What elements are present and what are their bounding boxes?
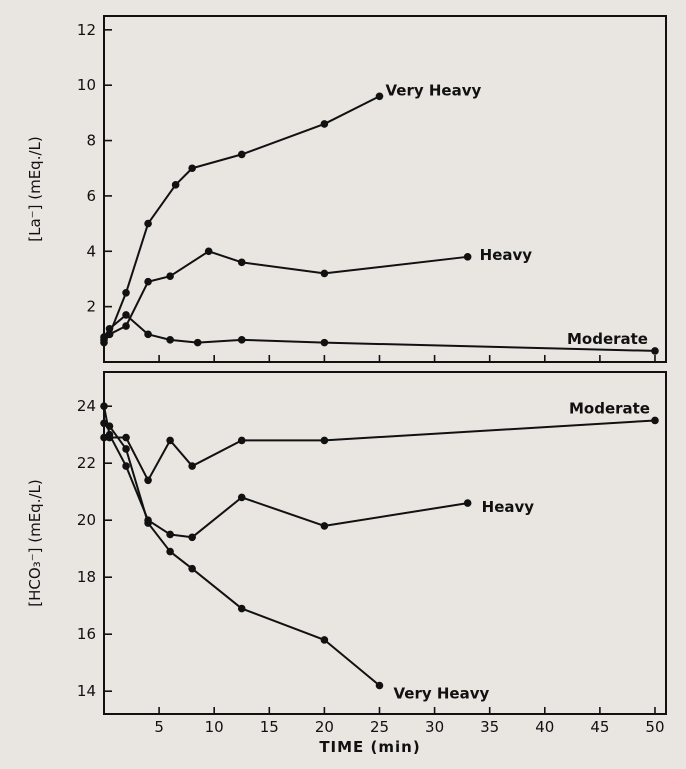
data-point — [651, 416, 659, 425]
plot-frame — [103, 371, 667, 715]
y-axis-label: [La⁻] (mEq./L) — [26, 136, 44, 241]
series-line — [103, 250, 468, 344]
data-point — [144, 219, 152, 228]
data-point — [320, 269, 329, 278]
x-axis-title-group: TIME (min) — [319, 738, 420, 756]
data-point — [237, 493, 246, 502]
x-tick-label: 50 — [645, 718, 664, 736]
data-point — [375, 681, 384, 690]
y-tick-label: 8 — [86, 132, 96, 150]
series-very-heavy: Very Heavy — [100, 419, 489, 703]
x-tick-label: 30 — [425, 718, 444, 736]
series-very-heavy: Very Heavy — [100, 81, 481, 344]
series-moderate: Moderate — [100, 311, 659, 355]
data-point — [166, 530, 174, 539]
series-heavy: Heavy — [100, 246, 532, 347]
data-point — [320, 522, 329, 530]
data-point — [171, 181, 180, 189]
data-point — [122, 445, 130, 453]
y-tick-label: 20 — [77, 511, 96, 529]
data-point — [204, 247, 213, 256]
data-point — [105, 324, 114, 333]
series-label: Moderate — [567, 330, 648, 348]
data-point — [166, 547, 174, 556]
data-point — [105, 422, 114, 430]
data-point — [166, 336, 174, 344]
y-axis-label-units: (mEq./L) — [26, 136, 44, 200]
series-line — [104, 419, 656, 482]
y-axis-label: [HCO₃⁻] (mEq./L) — [26, 479, 44, 606]
y-tick-label: 6 — [86, 187, 96, 205]
series-line — [103, 406, 468, 539]
data-point — [375, 92, 384, 101]
data-point — [122, 289, 130, 297]
data-point — [320, 636, 329, 644]
y-tick-label: 14 — [77, 682, 96, 700]
series-line — [103, 95, 380, 341]
y-tick-label: 10 — [77, 76, 96, 94]
y-axis-label-quantity: [La⁻] — [26, 200, 44, 242]
data-point — [100, 333, 108, 341]
y-axis-label-quantity: [HCO₃⁻] — [26, 543, 44, 607]
data-point — [166, 436, 174, 445]
x-tick-label: 20 — [315, 718, 334, 736]
data-point — [237, 604, 246, 613]
data-point — [237, 336, 246, 344]
series-label: Very Heavy — [393, 685, 489, 703]
data-point — [320, 338, 329, 347]
data-point — [463, 499, 472, 507]
data-point — [188, 533, 196, 542]
series-label: Heavy — [480, 246, 533, 264]
x-tick-label: 40 — [535, 718, 554, 736]
data-point — [237, 150, 246, 159]
data-point — [144, 519, 152, 527]
x-tick-label: 10 — [205, 718, 224, 736]
data-point — [193, 338, 202, 347]
data-point — [188, 564, 196, 573]
data-point — [122, 311, 130, 319]
data-point — [320, 120, 329, 128]
bicarbonate-panel: 14 16 18 20 22 24 5 10 15 20 25 30 35 40 45 50 [HCO₃⁻] (… — [26, 371, 667, 736]
lactate-panel: 2 4 6 8 10 12 [La⁻] (mEq./L) Very Heavy Heavy Mod… — [26, 15, 667, 363]
x-tick-label: 5 — [154, 718, 164, 736]
y-tick-label: 12 — [77, 21, 96, 39]
series-label: Very Heavy — [385, 81, 481, 99]
data-point — [320, 436, 329, 445]
data-point — [144, 330, 152, 339]
series-heavy: Heavy — [100, 402, 535, 542]
data-point — [651, 347, 659, 355]
data-point — [188, 164, 196, 173]
data-point — [166, 272, 174, 280]
y-tick-label: 24 — [77, 397, 96, 415]
x-tick-label: 45 — [590, 718, 609, 736]
series-label: Heavy — [482, 498, 535, 516]
data-point — [122, 322, 130, 330]
x-axis-title: TIME (min) — [319, 738, 420, 756]
data-point — [463, 253, 472, 261]
series-line — [103, 422, 381, 687]
series-moderate: Moderate — [100, 399, 659, 485]
plot-frame — [103, 15, 667, 363]
y-axis-label-units: (mEq./L) — [26, 479, 44, 543]
data-point — [122, 433, 130, 442]
y-tick-label: 16 — [77, 625, 96, 643]
data-point — [237, 436, 246, 445]
y-tick-label: 18 — [77, 568, 96, 586]
data-point — [105, 430, 114, 439]
data-point — [237, 258, 246, 267]
y-tick-label: 2 — [86, 298, 96, 316]
series-label: Moderate — [569, 399, 650, 417]
y-tick-label: 4 — [86, 242, 96, 260]
data-point — [100, 402, 108, 411]
x-tick-label: 35 — [480, 718, 499, 736]
data-point — [144, 277, 152, 286]
data-point — [100, 338, 108, 347]
data-point — [144, 476, 152, 485]
x-tick-label: 15 — [260, 718, 279, 736]
data-point — [122, 462, 130, 470]
data-point — [188, 462, 196, 470]
x-tick-label: 25 — [370, 718, 389, 736]
y-tick-label: 22 — [77, 454, 96, 472]
